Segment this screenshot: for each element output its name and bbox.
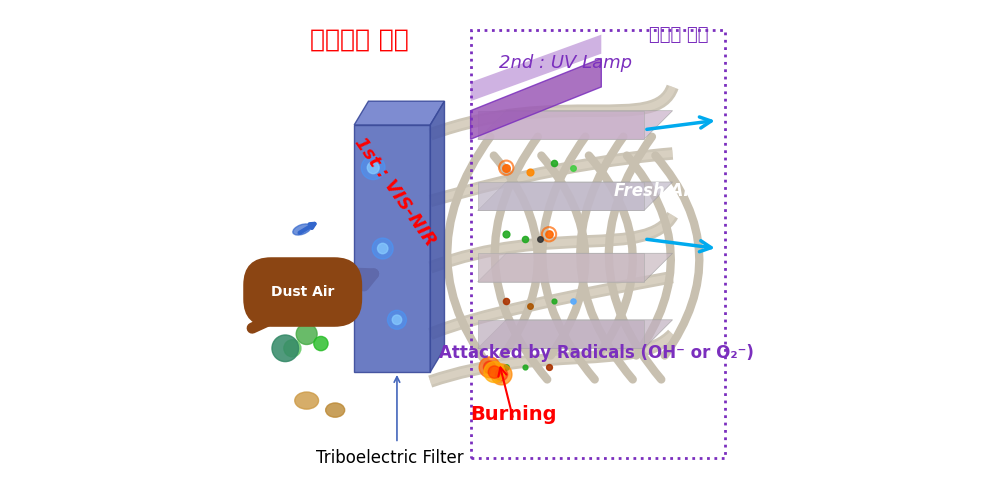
Text: 기존의 기술: 기존의 기술 [648, 26, 708, 43]
Circle shape [491, 364, 512, 385]
Circle shape [488, 366, 501, 378]
Point [546, 159, 562, 167]
Polygon shape [478, 320, 645, 348]
Polygon shape [470, 34, 601, 101]
Point [565, 164, 581, 172]
Polygon shape [470, 58, 601, 139]
Point [518, 235, 533, 243]
Circle shape [372, 238, 394, 259]
Point [498, 230, 514, 238]
Point [498, 363, 514, 371]
Circle shape [393, 315, 401, 325]
Polygon shape [478, 253, 673, 282]
Circle shape [361, 156, 385, 180]
Point [531, 235, 547, 243]
Polygon shape [478, 111, 673, 139]
Circle shape [495, 368, 508, 380]
Polygon shape [354, 101, 445, 125]
Polygon shape [430, 101, 445, 372]
Circle shape [272, 335, 298, 362]
Text: Dust Air: Dust Air [271, 285, 335, 299]
Point [523, 169, 538, 176]
Polygon shape [478, 182, 673, 210]
Circle shape [479, 357, 500, 378]
Circle shape [283, 340, 301, 357]
Circle shape [483, 361, 496, 373]
Text: Triboelectric Filter: Triboelectric Filter [316, 448, 463, 467]
Point [498, 297, 514, 304]
Circle shape [484, 362, 505, 382]
Text: 발열필터 모듈: 발열필터 모듈 [310, 27, 408, 52]
Polygon shape [478, 253, 645, 282]
Ellipse shape [293, 224, 311, 235]
Text: Attacked by Radicals (OH⁻ or O₂⁻): Attacked by Radicals (OH⁻ or O₂⁻) [439, 344, 754, 362]
Point [523, 302, 538, 309]
Polygon shape [478, 111, 645, 139]
Text: Fresh Air: Fresh Air [614, 183, 698, 200]
Polygon shape [478, 182, 645, 210]
Ellipse shape [295, 392, 319, 409]
Point [546, 297, 562, 304]
Circle shape [378, 243, 388, 254]
Text: 2nd : UV Lamp: 2nd : UV Lamp [499, 54, 632, 72]
Point [541, 363, 557, 371]
Text: 1st : VIS-NIR: 1st : VIS-NIR [350, 134, 439, 249]
Circle shape [296, 324, 317, 345]
Circle shape [388, 310, 406, 329]
Point [541, 230, 557, 238]
Polygon shape [478, 320, 673, 348]
Polygon shape [354, 125, 430, 372]
Ellipse shape [326, 403, 344, 417]
Point [565, 297, 581, 304]
Circle shape [367, 162, 379, 174]
Point [518, 363, 533, 371]
Circle shape [314, 337, 328, 351]
Text: Burning: Burning [470, 405, 557, 424]
Point [498, 164, 514, 172]
